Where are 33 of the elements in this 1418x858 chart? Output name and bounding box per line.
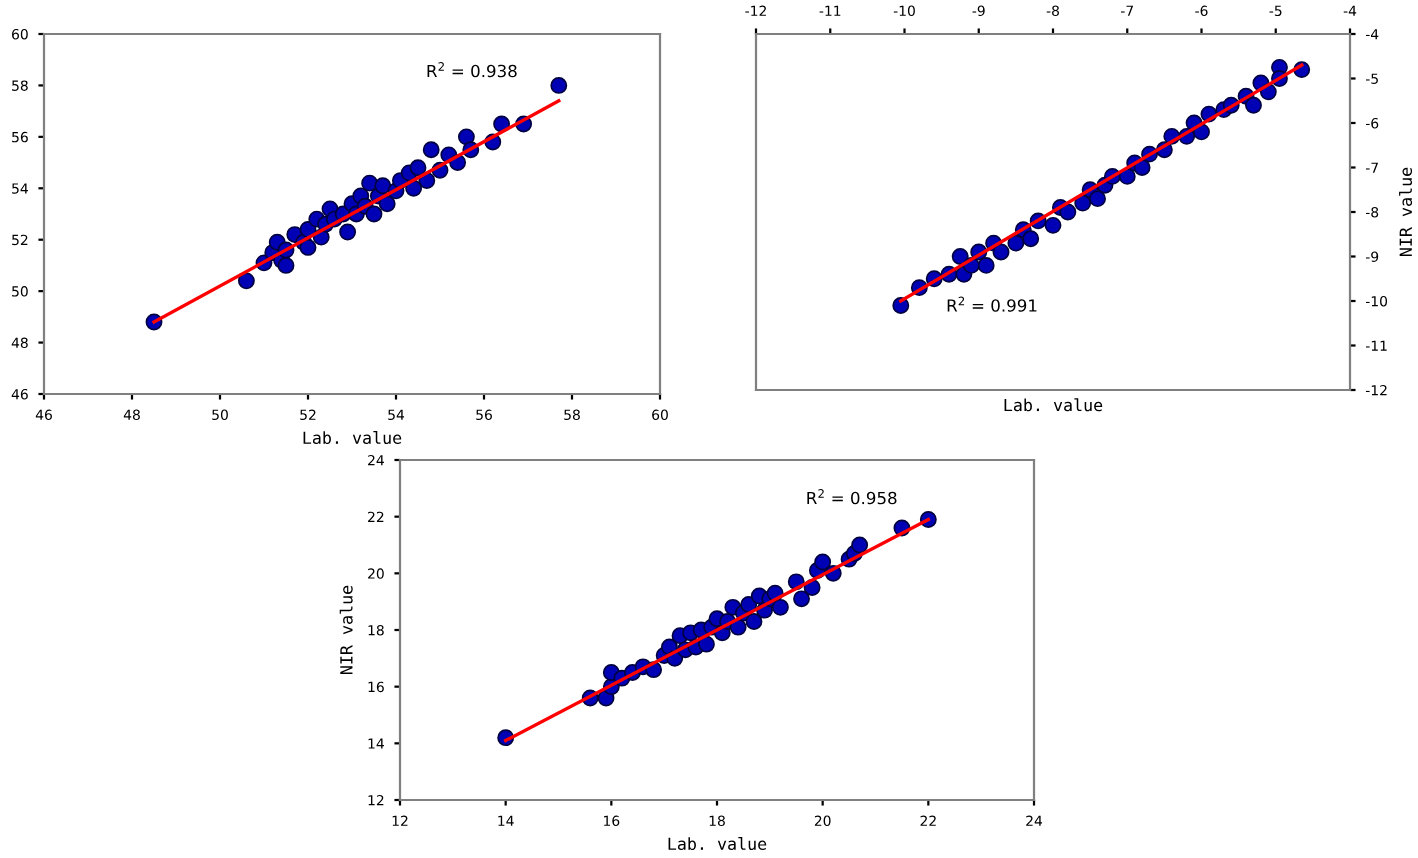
- annotation: R$^{2}$ = 0.938: [427, 62, 517, 78]
- y-axis-title: NIR value: [339, 585, 353, 675]
- point: [951, 248, 969, 265]
- point: [299, 238, 317, 256]
- point: [977, 256, 995, 274]
- point: [1044, 216, 1062, 234]
- annotation: R$^{2}$ = 0.991: [947, 296, 1037, 312]
- point: [237, 272, 255, 290]
- point: [1059, 203, 1077, 221]
- point: [409, 159, 427, 177]
- annotation: R$^{2}$ = 0.958: [807, 489, 897, 505]
- point: [457, 128, 475, 146]
- point: [1245, 96, 1262, 114]
- point: [550, 76, 568, 94]
- point: [745, 613, 763, 630]
- x-axis-title: Lab. value: [1004, 398, 1103, 412]
- point: [339, 223, 357, 241]
- point: [814, 553, 832, 571]
- point: [851, 536, 869, 554]
- point: [992, 243, 1010, 261]
- y-axis-title: NIR value: [1399, 167, 1413, 257]
- point: [378, 195, 396, 213]
- point: [422, 141, 440, 159]
- point: [1089, 190, 1106, 208]
- point: [1022, 230, 1040, 248]
- x-axis-title: Lab. value: [668, 837, 767, 851]
- point: [374, 177, 392, 195]
- point: [793, 590, 810, 608]
- point: [771, 598, 789, 616]
- point: [365, 205, 383, 223]
- point: [277, 256, 295, 274]
- x-axis-title: Lab. value: [303, 431, 402, 445]
- point: [697, 635, 715, 653]
